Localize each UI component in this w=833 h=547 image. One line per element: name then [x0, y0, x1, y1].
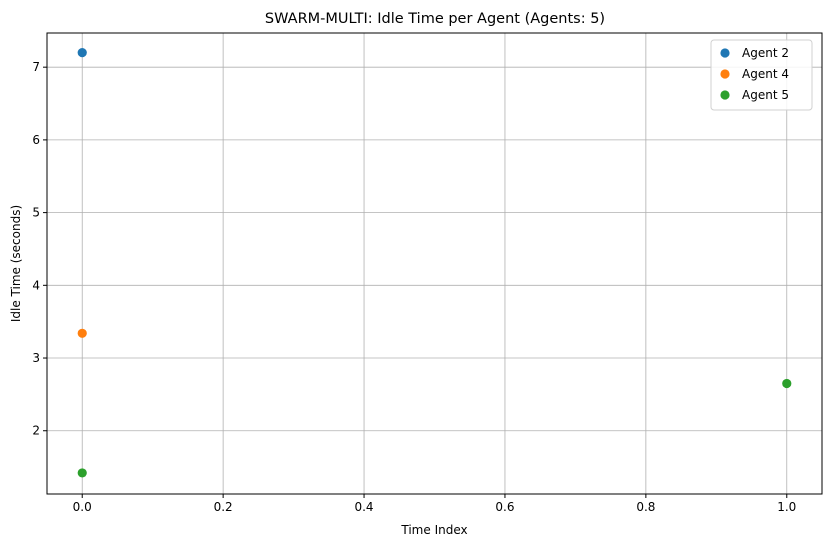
legend-label: Agent 2 — [742, 46, 789, 60]
legend-label: Agent 5 — [742, 88, 789, 102]
y-axis-title: Idle Time (seconds) — [9, 205, 23, 322]
y-axis-ticks: 2 3 4 5 6 7 — [32, 60, 47, 438]
plot-area-frame — [46, 32, 823, 495]
x-tick-label: 0.6 — [495, 500, 514, 514]
x-tick-label: 1.0 — [777, 500, 796, 514]
data-point-agent-4 — [77, 328, 87, 338]
x-tick-label: 0.4 — [354, 500, 373, 514]
y-tick-label: 5 — [32, 206, 40, 220]
data-point-agent-5 — [782, 378, 792, 389]
legend-marker — [720, 48, 730, 58]
x-tick-label: 0.2 — [214, 500, 233, 514]
legend: Agent 2 Agent 4 Agent 5 — [710, 39, 813, 111]
y-tick-label: 7 — [32, 60, 40, 74]
chart-title: SWARM-MULTI: Idle Time per Agent (Agents… — [265, 11, 605, 27]
legend-marker — [720, 90, 730, 100]
legend-marker — [720, 69, 730, 79]
x-axis-title: Time Index — [400, 523, 467, 537]
legend-box — [710, 39, 813, 111]
data-point-agent-5 — [77, 468, 87, 478]
data-points — [77, 48, 792, 478]
x-tick-label: 0.8 — [636, 500, 655, 514]
y-tick-label: 3 — [32, 351, 40, 365]
y-tick-label: 6 — [32, 133, 40, 147]
x-tick-label: 0.0 — [73, 500, 92, 514]
y-tick-label: 4 — [32, 278, 40, 292]
data-point-agent-2 — [77, 48, 87, 58]
legend-label: Agent 4 — [742, 67, 789, 81]
y-tick-label: 2 — [32, 424, 40, 438]
x-axis-ticks: 0.0 0.2 0.4 0.6 0.8 1.0 — [73, 494, 796, 514]
